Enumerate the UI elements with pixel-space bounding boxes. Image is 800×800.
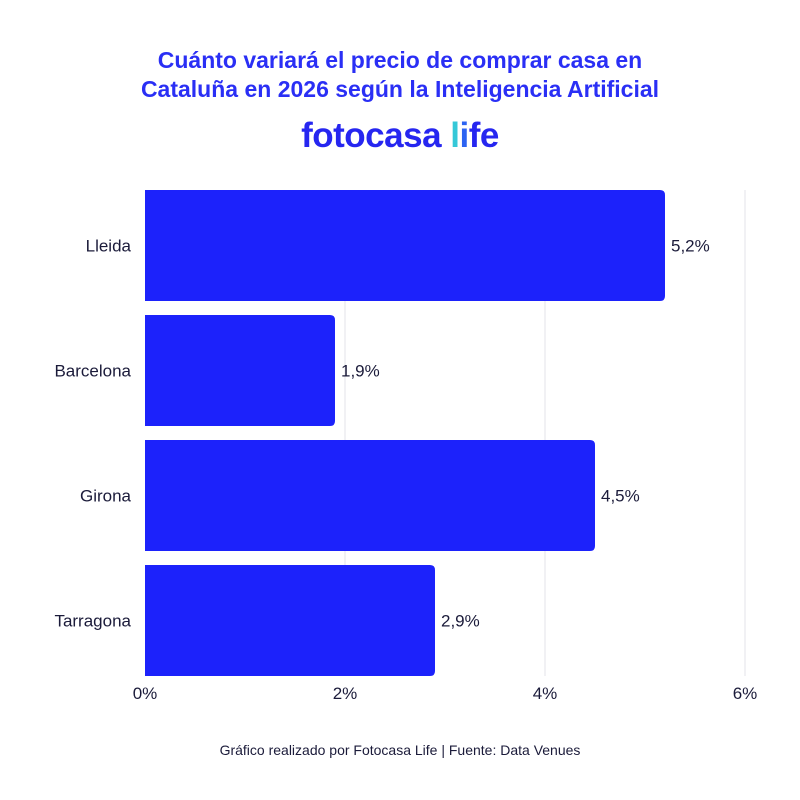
- data-label: 1,9%: [341, 362, 380, 381]
- data-label: 4,5%: [601, 487, 640, 506]
- x-tick-label: 6%: [733, 684, 758, 703]
- category-label: Lleida: [86, 237, 132, 256]
- chart-title-line-1: Cuánto variará el precio de comprar casa…: [157, 47, 643, 73]
- category-label: Tarragona: [54, 612, 131, 631]
- x-tick-label: 0%: [133, 684, 158, 703]
- chart-title: Cuánto variará el precio de comprar casa…: [0, 46, 800, 104]
- bar: [145, 315, 335, 426]
- logo-life-rest: fe: [468, 116, 500, 155]
- logo-life-l: l: [450, 116, 460, 155]
- chart-footer-source: Gráfico realizado por Fotocasa Life | Fu…: [219, 742, 581, 758]
- data-label: 2,9%: [441, 612, 480, 631]
- fotocasa-life-logo: fotocasa life: [0, 116, 800, 156]
- logo-life-i: i: [459, 116, 470, 155]
- x-tick-label: 2%: [333, 684, 358, 703]
- bar: [145, 440, 595, 551]
- logo-brand-text: fotocasa: [301, 116, 442, 155]
- data-label: 5,2%: [671, 237, 710, 256]
- category-label: Girona: [80, 487, 132, 506]
- bar: [145, 565, 435, 676]
- category-label: Barcelona: [54, 362, 131, 381]
- chart-title-line-2: Cataluña en 2026 según la Inteligencia A…: [140, 76, 660, 102]
- bar: [145, 190, 665, 301]
- x-tick-label: 4%: [533, 684, 558, 703]
